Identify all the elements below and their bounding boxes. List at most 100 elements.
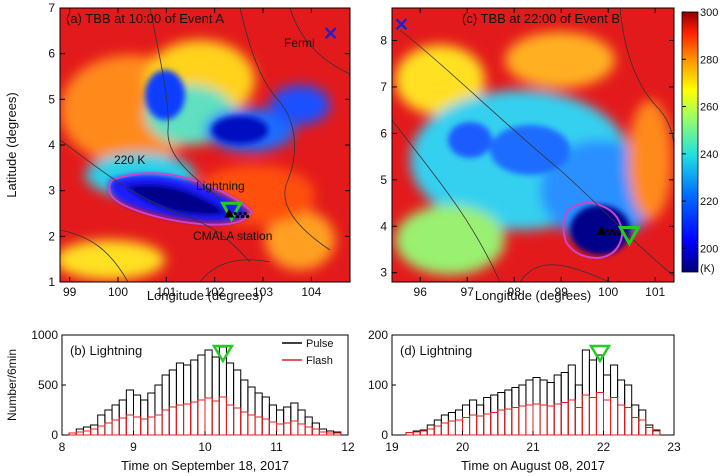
tbb-map-a: 99 100 101 102 103 104 1 2 3 4 5 6 7 (a) TBB at 10:0… — [4, 1, 351, 303]
station-marker — [224, 208, 235, 218]
y-tick-label: 200 — [368, 328, 388, 342]
colorbar-unit: (K) — [700, 263, 715, 275]
label-220k: 220 K — [114, 153, 145, 167]
lightning-marker-triangle — [617, 226, 641, 247]
x-tick-label: 101 — [156, 285, 176, 299]
hist-b-ylabel: Number/6min — [5, 349, 19, 421]
x-tick-label: 10 — [198, 440, 212, 454]
lightning-point — [238, 211, 242, 216]
map-a-title: (a) TBB at 10:00 of Event A — [66, 11, 224, 26]
x-tick-label: 22 — [597, 440, 611, 454]
flash-bar — [333, 432, 342, 436]
markers-c — [395, 18, 641, 247]
label-lightning: Lightning — [196, 179, 245, 193]
station-marker — [596, 225, 607, 235]
y-tick-label: 4 — [380, 219, 387, 233]
lightning-point — [243, 211, 247, 216]
legend-pulse-label: Pulse — [306, 338, 334, 350]
label-fermi: Fermi — [284, 36, 315, 50]
x-tick-label: 23 — [667, 440, 681, 454]
lightning-point — [610, 229, 614, 233]
x-tick-label: 98 — [508, 285, 522, 299]
label-cmala-station: CMALA station — [193, 229, 272, 243]
bars-d — [405, 349, 661, 436]
x-tick-label: 8 — [59, 440, 66, 454]
y-tick-label: 5 — [48, 92, 55, 106]
hist-b-xlabel: Time on September 18, 2017 — [121, 458, 289, 473]
borders-a — [60, 8, 350, 282]
legend: Pulse Flash — [282, 338, 334, 367]
hist-b-title: (b) Lightning — [70, 343, 142, 358]
y-tick-label: 7 — [48, 1, 55, 15]
map-a-xlabel: Longitude (degrees) — [147, 288, 263, 303]
flash-bar — [652, 430, 661, 436]
markers-a — [220, 27, 337, 223]
fermi-site-cross — [324, 27, 337, 39]
bars-b — [68, 346, 342, 436]
tbb-field-c — [392, 8, 674, 282]
x-tick-label: 101 — [645, 285, 665, 299]
x-tick-label: 103 — [253, 285, 273, 299]
colorbar-tick-label: 240 — [700, 149, 718, 161]
x-tick-label: 20 — [456, 440, 470, 454]
lightning-point — [246, 214, 250, 219]
contour-220k-a — [108, 172, 254, 226]
y-tick-label: 2 — [48, 229, 55, 243]
axis-ticks-d: 19 20 21 22 23 0 100 200 — [368, 328, 681, 454]
colorbar-tick-label: 220 — [700, 196, 718, 208]
colorbar-scale — [681, 11, 699, 273]
y-tick-label: 1 — [48, 275, 55, 289]
axis-ticks-b: 8 9 10 11 12 0 500 1000 — [31, 328, 355, 454]
y-tick-label: 6 — [48, 47, 55, 61]
colorbar-tick-label: 300 — [700, 7, 718, 19]
y-tick-label: 500 — [38, 378, 58, 392]
lightning-histogram-b: 8 9 10 11 12 0 500 1000 (b) Lightning Pulse Fla… — [5, 328, 355, 473]
y-tick-label: 0 — [51, 428, 58, 442]
lightning-point — [236, 214, 240, 219]
x-tick-label: 96 — [414, 285, 428, 299]
y-tick-label: 6 — [380, 126, 387, 140]
lightning-marker-triangle — [220, 201, 244, 223]
lightning-point — [615, 229, 619, 233]
colorbar-tick-label: 200 — [700, 243, 718, 255]
map-c-title: (c) TBB at 22:00 of Event B — [462, 11, 620, 26]
hist-d-xlabel: Time on August 08, 2017 — [461, 458, 605, 473]
colorbar-tick-label: 260 — [700, 102, 718, 114]
x-tick-label: 11 — [270, 440, 283, 454]
x-tick-label: 97 — [461, 285, 475, 299]
fermi-site-cross — [395, 18, 408, 31]
map-c-xlabel: Longitude (degrees) — [475, 288, 591, 303]
contour-220k-c — [562, 201, 624, 260]
y-tick-label: 4 — [48, 138, 55, 152]
axis-ticks-a: 99 100 101 102 103 104 1 2 3 4 5 6 7 — [48, 1, 350, 299]
x-tick-label: 100 — [108, 285, 128, 299]
tbb-map-c: 96 97 98 99 100 101 3 4 5 6 7 8 (c) TBB at 22:00 of… — [380, 7, 675, 303]
x-tick-label: 100 — [598, 285, 618, 299]
lightning-time-marker — [211, 344, 235, 364]
x-tick-label: 99 — [63, 285, 77, 299]
lightning-point — [613, 232, 617, 236]
x-tick-label: 99 — [555, 285, 569, 299]
lightning-point — [233, 211, 237, 216]
x-tick-label: 9 — [130, 440, 137, 454]
lightning-point — [605, 229, 609, 233]
y-tick-label: 3 — [380, 266, 387, 280]
map-a-ylabel: Latitude (degrees) — [4, 92, 19, 198]
y-tick-label: 1000 — [31, 328, 58, 342]
lightning-point — [608, 232, 612, 236]
lightning-histogram-d: 19 20 21 22 23 0 100 200 (d) Lightning Time on … — [368, 328, 681, 473]
y-tick-label: 5 — [380, 173, 387, 187]
y-tick-label: 100 — [368, 378, 388, 392]
y-tick-label: 8 — [380, 34, 387, 48]
hist-d-title: (d) Lightning — [400, 343, 472, 358]
axis-ticks-c: 96 97 98 99 100 101 3 4 5 6 7 8 — [380, 8, 674, 299]
colorbar-ticks: 200 220 240 260 280 300 — [682, 7, 718, 255]
borders-c — [392, 8, 674, 282]
x-tick-label: 21 — [526, 440, 540, 454]
x-tick-label: 104 — [301, 285, 321, 299]
lightning-time-marker — [588, 344, 612, 364]
lightning-point — [241, 214, 245, 219]
y-tick-label: 3 — [48, 184, 55, 198]
colorbar-tick-label: 280 — [700, 54, 718, 66]
